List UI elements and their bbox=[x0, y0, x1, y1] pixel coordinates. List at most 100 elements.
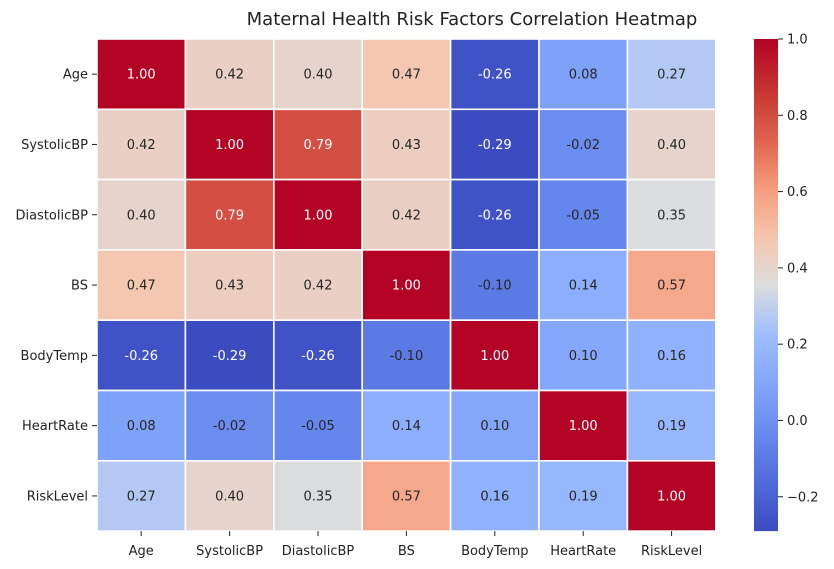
chart-title: Maternal Health Risk Factors Correlation… bbox=[247, 9, 698, 30]
heatmap-value-label: 0.40 bbox=[657, 138, 686, 153]
heatmap-value-label: -0.26 bbox=[301, 349, 335, 364]
heatmap-value-label: 0.27 bbox=[657, 68, 686, 83]
y-axis-tick-label-heartrate: HeartRate bbox=[22, 419, 88, 434]
heatmap-value-label: 0.47 bbox=[392, 68, 421, 83]
heatmap-value-label: -0.05 bbox=[566, 208, 600, 223]
heatmap-cell-risklevel-heartrate bbox=[538, 459, 629, 532]
heatmap-cell-heartrate-risklevel bbox=[626, 389, 717, 462]
heatmap-cell-age-heartrate bbox=[538, 38, 629, 111]
heatmap-value-label: 0.40 bbox=[215, 489, 244, 504]
heatmap-value-label: 1.00 bbox=[657, 489, 686, 504]
heatmap-cell-diastolicbp-heartrate bbox=[538, 178, 629, 251]
heatmap-value-label: 0.08 bbox=[127, 419, 156, 434]
heatmap-axis-labels: Age SystolicBP DiastolicBP BS BodyTemp HeartR… bbox=[15, 68, 702, 559]
heatmap-value-label: 0.43 bbox=[392, 138, 421, 153]
heatmap-value-label: 0.40 bbox=[127, 208, 156, 223]
heatmap-value-label: 1.00 bbox=[392, 279, 421, 294]
heatmap-cell-heartrate-systolicbp bbox=[184, 389, 275, 462]
y-axis-tick-label-diastolicbp: DiastolicBP bbox=[15, 208, 88, 223]
heatmap-cell-risklevel-bs bbox=[361, 459, 452, 532]
heatmap-value-label: 0.19 bbox=[657, 419, 686, 434]
x-axis-tick-label-heartrate: HeartRate bbox=[550, 544, 616, 559]
colorbar-gradient bbox=[754, 39, 778, 532]
heatmap-value-label: 1.00 bbox=[215, 138, 244, 153]
heatmap-value-label: 0.10 bbox=[480, 419, 509, 434]
heatmap-cell-risklevel-risklevel bbox=[626, 459, 717, 532]
heatmap-cell-systolicbp-risklevel bbox=[626, 108, 717, 181]
heatmap-cell-risklevel-bodytemp bbox=[449, 459, 540, 532]
heatmap-cell-bodytemp-diastolicbp bbox=[272, 319, 363, 392]
colorbar-tick-label: 0.8 bbox=[787, 109, 808, 124]
heatmap-value-label: 0.40 bbox=[304, 68, 333, 83]
heatmap-value-label: 0.16 bbox=[657, 349, 686, 364]
x-axis-tick-label-age: Age bbox=[129, 544, 154, 559]
heatmap-cell-diastolicbp-bodytemp bbox=[449, 178, 540, 251]
heatmap-cell-age-systolicbp bbox=[184, 38, 275, 111]
heatmap-value-label: 0.08 bbox=[569, 68, 598, 83]
heatmap-value-label: -0.10 bbox=[390, 349, 424, 364]
heatmap-cell-systolicbp-bodytemp bbox=[449, 108, 540, 181]
heatmap-value-label: 1.00 bbox=[569, 419, 598, 434]
heatmap-value-label: 1.00 bbox=[127, 68, 156, 83]
y-axis-tick-label-bodytemp: BodyTemp bbox=[21, 349, 88, 364]
y-axis-tick-label-age: Age bbox=[63, 68, 88, 83]
y-axis-tick-label-systolicbp: SystolicBP bbox=[21, 138, 88, 153]
heatmap-value-label: -0.29 bbox=[213, 349, 247, 364]
x-axis-tick-label-bodytemp: BodyTemp bbox=[461, 544, 528, 559]
heatmap-value-label: -0.05 bbox=[301, 419, 335, 434]
heatmap-cell-bs-age bbox=[96, 249, 187, 321]
heatmap-cell-risklevel-age bbox=[96, 459, 187, 532]
heatmap-cell-bs-systolicbp bbox=[184, 249, 275, 321]
heatmap-value-label: -0.10 bbox=[478, 279, 512, 294]
colorbar-tick-label: 0.6 bbox=[787, 185, 808, 200]
x-axis-tick-label-risklevel: RiskLevel bbox=[641, 544, 702, 559]
heatmap-value-label: 0.47 bbox=[127, 279, 156, 294]
heatmap-value-label: 0.57 bbox=[392, 489, 421, 504]
x-axis-tick-label-diastolicbp: DiastolicBP bbox=[282, 544, 355, 559]
heatmap-value-label: 0.42 bbox=[304, 279, 333, 294]
heatmap-cell-risklevel-diastolicbp bbox=[272, 459, 363, 532]
heatmap-value-label: 0.57 bbox=[657, 279, 686, 294]
heatmap-value-label: 0.27 bbox=[127, 489, 156, 504]
y-axis-tick-label-bs: BS bbox=[71, 279, 88, 294]
heatmap-value-label: 0.79 bbox=[215, 208, 244, 223]
heatmap-cells: 1.00 0.42 0.40 0.47 -0.26 0.08 0.27 0.42 1.00 0.7… bbox=[96, 38, 717, 532]
colorbar-tick-label: 0.0 bbox=[787, 414, 808, 429]
heatmap-value-label: 0.35 bbox=[657, 208, 686, 223]
colorbar-tick-label: −0.2 bbox=[787, 490, 819, 505]
heatmap-value-label: 0.35 bbox=[304, 489, 333, 504]
colorbar-tick-label: 0.4 bbox=[787, 261, 808, 276]
heatmap-value-label: -0.02 bbox=[566, 138, 600, 153]
heatmap-cell-heartrate-age bbox=[96, 389, 187, 462]
y-axis-tick-label-risklevel: RiskLevel bbox=[27, 489, 88, 504]
heatmap-value-label: 0.42 bbox=[215, 68, 244, 83]
heatmap-cell-diastolicbp-bs bbox=[361, 178, 452, 251]
heatmap-value-label: 1.00 bbox=[480, 349, 509, 364]
heatmap-value-label: 0.42 bbox=[392, 208, 421, 223]
x-axis-tick-label-bs: BS bbox=[398, 544, 415, 559]
heatmap-value-label: 0.16 bbox=[480, 489, 509, 504]
heatmap-value-label: -0.02 bbox=[213, 419, 247, 434]
heatmap-value-label: 0.42 bbox=[127, 138, 156, 153]
heatmap-cell-diastolicbp-risklevel bbox=[626, 178, 717, 251]
x-axis-tick-label-systolicbp: SystolicBP bbox=[196, 544, 263, 559]
heatmap-cell-heartrate-bodytemp bbox=[449, 389, 540, 462]
heatmap-cell-systolicbp-diastolicbp bbox=[272, 108, 363, 181]
colorbar: −0.2 0.0 0.2 0.4 0.6 0.8 1.0 bbox=[754, 33, 819, 532]
heatmap-cell-diastolicbp-systolicbp bbox=[184, 178, 275, 251]
heatmap-cell-bs-heartrate bbox=[538, 249, 629, 321]
colorbar-tick-label: 0.2 bbox=[787, 338, 808, 353]
heatmap-value-label: -0.26 bbox=[478, 68, 512, 83]
heatmap-value-label: 0.10 bbox=[569, 349, 598, 364]
heatmap-cell-bodytemp-age bbox=[96, 319, 187, 392]
heatmap-value-label: 1.00 bbox=[304, 208, 333, 223]
heatmap-value-label: -0.29 bbox=[478, 138, 512, 153]
heatmap-value-label: 0.19 bbox=[569, 489, 598, 504]
heatmap-value-label: 0.14 bbox=[392, 419, 421, 434]
heatmap-cell-heartrate-bs bbox=[361, 389, 452, 462]
colorbar-tick-label: 1.0 bbox=[787, 33, 808, 48]
heatmap-value-label: 0.43 bbox=[215, 279, 244, 294]
heatmap-value-label: 0.14 bbox=[569, 279, 598, 294]
